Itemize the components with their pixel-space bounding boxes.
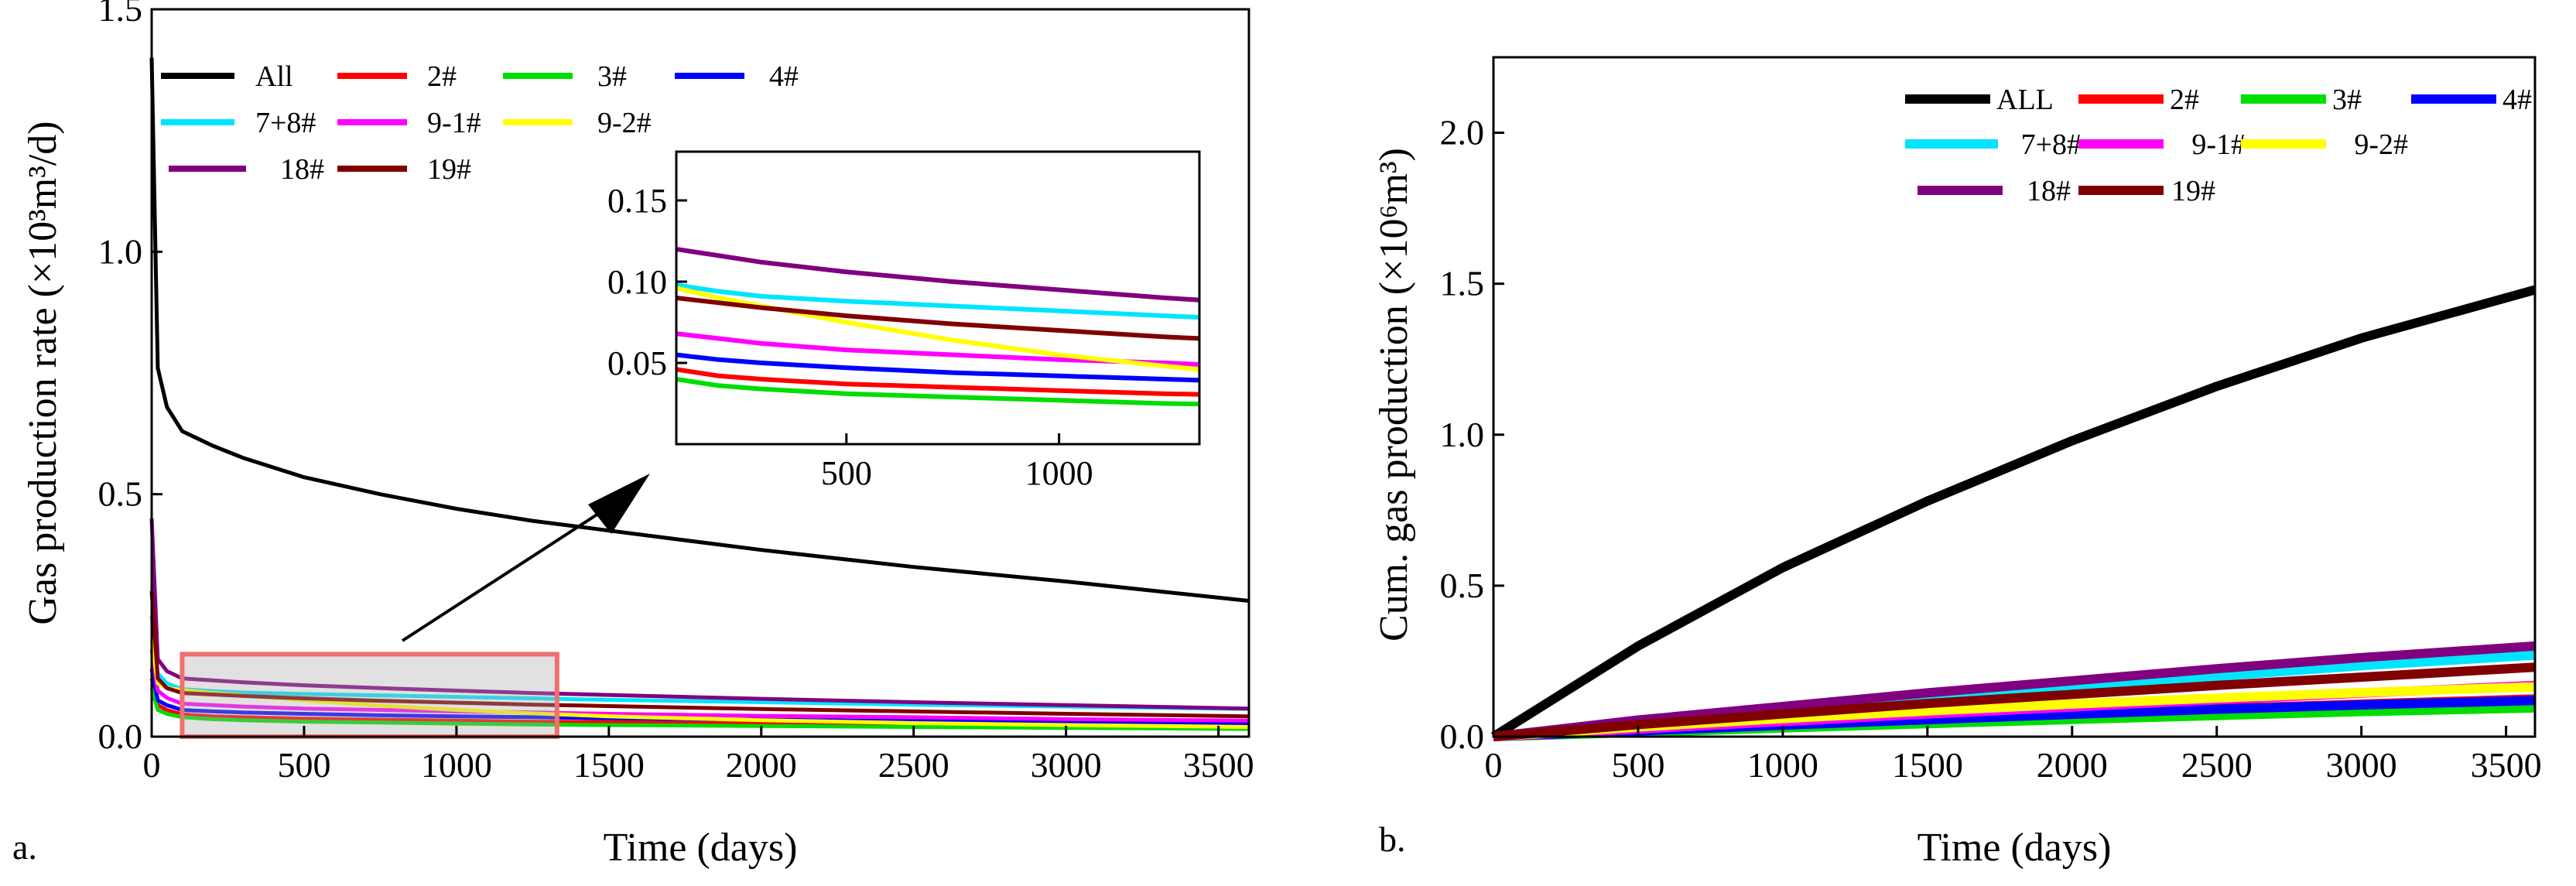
- panel-b-legend-label-4: 4#: [2502, 84, 2532, 116]
- panel-a-legend-label-3: 3#: [597, 60, 627, 93]
- panel-b-legend-label-all: ALL: [1996, 84, 2054, 116]
- zoom-arrow-head: [588, 474, 650, 534]
- panel-a-xtick-label: 3000: [1031, 745, 1102, 785]
- inset-y-axis: 0.05 0.10 0.15: [607, 182, 687, 382]
- panel-b-xtick-label: 1000: [1747, 745, 1818, 785]
- panel-b-label: b.: [1379, 819, 1406, 859]
- panel-a-legend-label-9-1: 9-1#: [427, 107, 481, 139]
- panel-b-legend: ALL 2# 3# 4# 7+8# 9-1# 9-2# 18# 19#: [1905, 84, 2532, 207]
- inset-series-4: [676, 351, 1199, 383]
- panel-a-label: a.: [12, 827, 37, 867]
- panel-b-legend-label-3: 3#: [2332, 84, 2362, 116]
- panel-b-x-axis: 0 500 1000 1500 2000 2500 3000 3500: [1485, 726, 2542, 785]
- panel-b-xtick-label: 0: [1485, 745, 1503, 785]
- inset-xtick-label: 1000: [1025, 454, 1093, 492]
- panel-a-series-7-8: [149, 615, 1250, 711]
- panel-b-series-19: [1493, 662, 2536, 741]
- inset-x-axis: 500 1000: [821, 433, 1093, 492]
- panel-a-xtick-label: 2500: [878, 745, 949, 785]
- panel-b-ytick-label: 2.0: [1440, 113, 1485, 152]
- inset-series-18: [676, 245, 1199, 303]
- panel-a-chart: 0 500 1000 1500 2000 2500 3000 3500 0.0 0.5 1.0 1.…: [12, 0, 1254, 870]
- panel-a-ytick-label: 1.0: [98, 231, 143, 271]
- panel-b-xtick-label: 500: [1611, 745, 1664, 785]
- panel-a-zoom-region: [180, 652, 559, 740]
- panel-a-xtick-label: 2000: [726, 745, 797, 785]
- panel-a-series-3: [149, 687, 1250, 731]
- panel-a-legend-label-19: 19#: [427, 153, 471, 186]
- panel-a-legend-label-4: 4#: [769, 60, 799, 93]
- panel-a-legend-label-all: All: [255, 60, 293, 93]
- inset-ytick-label: 0.05: [607, 344, 667, 382]
- panel-a-series-group: [149, 57, 1250, 731]
- panel-b-xtick-label: 1500: [1892, 745, 1963, 785]
- panel-a-legend-label-2: 2#: [427, 60, 457, 93]
- panel-a-xtick-label: 1500: [573, 745, 645, 785]
- panel-a-legend: All 2# 3# 4# 7+8# 9-1# 9-2# 18# 19#: [161, 60, 799, 186]
- panel-a-legend-label-18: 18#: [280, 153, 324, 186]
- panel-a-series-9-1: [149, 648, 1250, 723]
- panel-a-ylabel: Gas production rate (×10³m³/d): [21, 121, 65, 624]
- inset-series-7-8: [676, 282, 1199, 320]
- panel-b-xtick-label: 3500: [2471, 745, 2542, 785]
- inset-ytick-label: 0.15: [607, 182, 667, 220]
- panel-a-xtick-label: 500: [277, 745, 330, 785]
- panel-a-xtick-label: 3500: [1183, 745, 1254, 785]
- panel-b-plot-frame: [1492, 56, 2537, 738]
- inset-series-group: [676, 245, 1199, 407]
- panel-a-xtick-label: 0: [143, 745, 161, 785]
- inset-xtick-label: 500: [821, 454, 872, 492]
- panel-a-zoom-box: [180, 652, 559, 740]
- panel-a-ytick-label: 1.5: [98, 0, 143, 29]
- panel-b-xlabel: Time (days): [1917, 826, 2112, 870]
- panel-b-series-18: [1493, 641, 2536, 741]
- panel-a-inset: 500 1000 0.05 0.10 0.15: [607, 150, 1201, 492]
- zoom-arrow-line: [401, 494, 628, 642]
- panel-b-legend-label-7-8: 7+8#: [2021, 128, 2082, 161]
- panel-b-legend-label-9-2: 9-2#: [2354, 128, 2408, 161]
- panel-b-series-group: [1490, 285, 2537, 741]
- panel-a-ytick-label: 0.5: [98, 474, 143, 514]
- panel-a-plot-frame: [150, 8, 1250, 738]
- panel-b-ylabel: Cum. gas production (×10⁶m³): [1372, 148, 1416, 641]
- panel-b-y-axis: 0.0 0.5 1.0 1.5 2.0: [1440, 113, 1504, 756]
- inset-frame: [675, 150, 1201, 446]
- panel-b-legend-label-9-1: 9-1#: [2191, 128, 2246, 161]
- panel-b-ytick-label: 1.5: [1440, 264, 1485, 303]
- inset-series-19: [676, 295, 1199, 341]
- panel-a-legend-label-7-8: 7+8#: [255, 107, 316, 139]
- panel-b-legend-label-19: 19#: [2171, 175, 2215, 207]
- panel-b-legend-label-18: 18#: [2027, 175, 2071, 207]
- panel-b-ytick-label: 0.5: [1440, 566, 1485, 605]
- panel-a-xlabel: Time (days): [604, 826, 798, 870]
- inset-ytick-label: 0.10: [607, 263, 667, 301]
- panel-a-y-axis: 0.0 0.5 1.0 1.5: [98, 0, 162, 756]
- panel-a-xtick-label: 1000: [421, 745, 492, 785]
- panel-a-series-18: [149, 518, 1250, 711]
- inset-series-3: [676, 376, 1199, 407]
- panel-b-ytick-label: 1.0: [1440, 415, 1485, 454]
- panel-b-series-all: [1490, 285, 2537, 741]
- inset-series-2: [676, 366, 1199, 397]
- panel-b-legend-label-2: 2#: [2170, 84, 2199, 116]
- panel-a-x-axis: 0 500 1000 1500 2000 2500 3000 3500: [143, 726, 1254, 785]
- panel-a-legend-label-9-2: 9-2#: [597, 107, 652, 139]
- panel-a-series-all: [149, 57, 1250, 603]
- panel-b-xtick-label: 3000: [2326, 745, 2397, 785]
- panel-a-series-19: [149, 590, 1250, 719]
- panel-b-xtick-label: 2000: [2037, 745, 2108, 785]
- panel-b-xtick-label: 2500: [2181, 745, 2253, 785]
- panel-b-ytick-label: 0.0: [1440, 717, 1485, 756]
- panel-a-series-2: [149, 678, 1250, 729]
- panel-a-ytick-label: 0.0: [98, 717, 143, 756]
- panel-b-chart: 0 500 1000 1500 2000 2500 3000 3500 0.0 0.5 1.0 1.…: [1372, 56, 2542, 870]
